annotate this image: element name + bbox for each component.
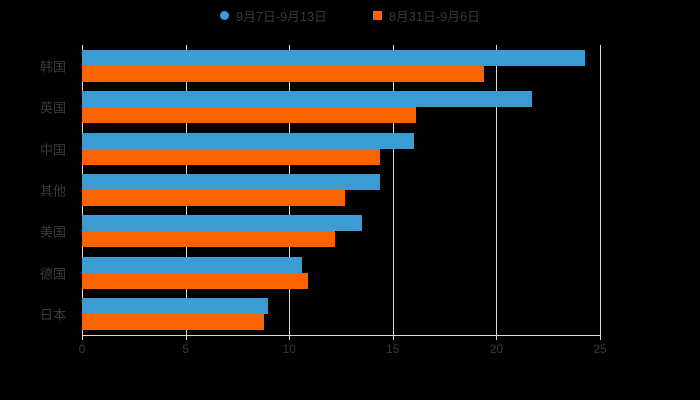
legend-item[interactable]: 8月31日-9月6日 — [373, 6, 480, 25]
bar[interactable] — [82, 256, 302, 273]
gridline — [496, 45, 498, 335]
bar[interactable] — [82, 298, 269, 315]
bar[interactable] — [82, 190, 346, 206]
bar[interactable] — [82, 215, 362, 232]
y-axis-label: 英国 — [39, 100, 66, 116]
y-axis-label: 德国 — [39, 266, 66, 282]
x-axis-tick-label: 25 — [593, 342, 607, 356]
y-axis-label: 韩国 — [39, 59, 66, 75]
legend-circle-marker-icon — [220, 11, 230, 20]
bar[interactable] — [82, 314, 265, 331]
bar[interactable] — [82, 132, 414, 149]
bar[interactable] — [82, 65, 484, 82]
gridline — [600, 45, 601, 335]
bar[interactable] — [82, 174, 381, 190]
y-axis-label: 美国 — [39, 224, 66, 240]
x-axis-line — [82, 335, 601, 336]
bar[interactable] — [82, 107, 416, 124]
legend-square-marker-icon — [373, 11, 382, 20]
x-axis-tick-label: 10 — [282, 342, 296, 356]
y-axis-label: 中国 — [39, 142, 66, 158]
x-axis-tick-label: 0 — [78, 342, 86, 356]
bar[interactable] — [82, 49, 586, 66]
x-axis-tick-mark — [600, 335, 601, 340]
bar[interactable] — [82, 148, 381, 165]
x-axis-tick-mark — [82, 335, 83, 340]
x-axis-tick-mark — [185, 335, 187, 340]
x-axis-tick-label: 5 — [182, 342, 189, 356]
y-axis-label: 其他 — [39, 183, 66, 199]
legend-item[interactable]: 9月7日-9月13日 — [220, 6, 327, 25]
y-axis-label: 日本 — [39, 307, 66, 323]
chart-legend: 9月7日-9月13日 8月31日-9月6日 — [0, 6, 700, 25]
legend-label: 8月31日-9月6日 — [389, 10, 480, 24]
x-axis-tick-mark — [289, 335, 291, 340]
x-axis-tick-mark — [392, 335, 394, 340]
bar[interactable] — [82, 231, 335, 248]
x-axis-tick-label: 15 — [386, 342, 400, 356]
bar[interactable] — [82, 91, 532, 108]
x-axis-tick-label: 20 — [489, 342, 504, 356]
legend-label: 9月7日-9月13日 — [236, 10, 327, 24]
x-axis-tick-mark — [496, 335, 498, 340]
gridline — [392, 45, 394, 335]
y-axis-category-labels: 韩国英国中国其他美国德国日本 — [0, 45, 74, 335]
plot-area: 0 5 10 15 20 25 — [79, 45, 607, 356]
bar[interactable] — [82, 272, 308, 289]
